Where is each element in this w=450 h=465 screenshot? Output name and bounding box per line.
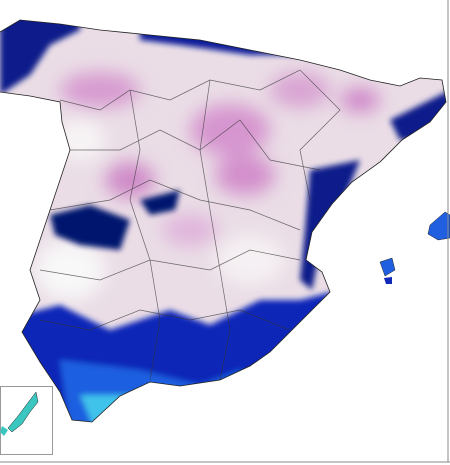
purple-zones (35, 72, 380, 300)
island (0, 426, 8, 436)
canary-inset (0, 386, 53, 455)
coastline (0, 19, 447, 423)
island (7, 391, 39, 433)
borders (39, 69, 341, 381)
inset-frame (0, 386, 53, 455)
balearic-islands (379, 211, 450, 284)
